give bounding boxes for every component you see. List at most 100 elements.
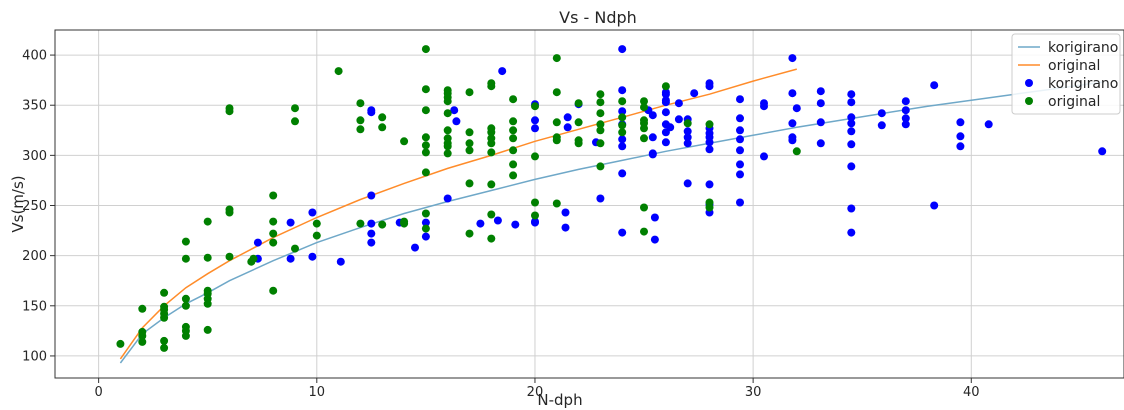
data-point-korigirano (561, 223, 570, 232)
data-point-original (640, 97, 648, 106)
data-point-original (509, 134, 518, 143)
data-point-original (443, 142, 452, 151)
data-point-korigirano (956, 132, 965, 141)
y-tick-label: 300 (22, 149, 47, 164)
data-point-original (705, 120, 714, 129)
data-point-korigirano (901, 114, 910, 123)
data-point-korigirano (666, 123, 675, 132)
data-point-korigirano (788, 119, 797, 128)
y-tick-label: 200 (22, 249, 47, 264)
data-point-original (356, 219, 365, 228)
data-point-korigirano (736, 95, 744, 104)
data-point-original (531, 102, 539, 111)
data-point-original (421, 141, 430, 150)
data-point-original (160, 343, 169, 352)
x-axis-ticks: 0 10 20 30 40 (94, 378, 980, 400)
data-point-original (487, 180, 496, 189)
data-point-original (249, 254, 258, 263)
data-point-original (269, 238, 278, 247)
data-point-korigirano (563, 123, 572, 132)
data-point-original (531, 198, 539, 207)
data-point-original (378, 220, 387, 229)
data-point-original (487, 128, 496, 137)
series-line-korigirano (119, 81, 1103, 364)
data-point-korigirano (736, 198, 744, 207)
data-point-original (618, 113, 627, 122)
data-point-korigirano (847, 113, 856, 122)
data-point-original (181, 331, 190, 340)
data-point-original (683, 119, 692, 128)
data-point-korigirano (705, 180, 714, 189)
data-point-original (531, 211, 539, 220)
data-point-original (596, 126, 605, 135)
data-point-original (116, 339, 125, 348)
data-point-original (378, 113, 387, 122)
data-point-korigirano (674, 115, 683, 124)
data-point-korigirano (443, 194, 452, 203)
data-point-original (640, 227, 648, 236)
data-point-original (552, 88, 561, 97)
data-point-korigirano (736, 146, 744, 155)
data-point-korigirano (531, 218, 539, 227)
data-point-original (509, 117, 518, 126)
data-point-korigirano (411, 243, 419, 252)
data-point-korigirano (901, 120, 910, 129)
data-point-original (138, 337, 147, 346)
data-point-original (509, 126, 518, 135)
plot-frame (54, 29, 1124, 379)
fit-lines (119, 68, 1103, 364)
data-point-korigirano (736, 160, 744, 169)
data-point-korigirano (788, 136, 797, 145)
chart-title: Vs - Ndph (559, 8, 637, 27)
data-point-original (421, 133, 430, 142)
data-point-original (596, 90, 605, 99)
data-point-korigirano (901, 106, 910, 115)
x-tick-label: 30 (745, 385, 762, 400)
data-point-korigirano (308, 252, 317, 261)
legend-swatch (1025, 79, 1033, 87)
data-point-original (225, 107, 234, 116)
data-point-korigirano (648, 133, 657, 142)
data-point-original (661, 82, 670, 91)
data-point-korigirano (618, 107, 627, 116)
data-point-original (421, 168, 430, 177)
data-point-korigirano (1098, 147, 1107, 156)
data-point-korigirano (286, 218, 295, 227)
data-point-korigirano (618, 169, 627, 178)
data-point-korigirano (816, 99, 825, 108)
data-point-korigirano (736, 135, 744, 144)
data-point-korigirano (648, 150, 657, 159)
data-point-korigirano (984, 120, 993, 129)
data-point-korigirano (476, 219, 485, 228)
data-point-original (487, 234, 496, 243)
data-point-korigirano (847, 90, 856, 99)
data-point-korigirano (816, 139, 825, 148)
data-point-original (269, 191, 278, 200)
data-point-korigirano (736, 114, 744, 123)
data-point-korigirano (498, 67, 507, 76)
data-point-original (552, 136, 561, 145)
data-point-korigirano (596, 194, 605, 203)
data-point-korigirano (847, 119, 856, 128)
data-point-korigirano (421, 232, 430, 241)
data-point-original (640, 124, 648, 133)
data-point-korigirano (760, 102, 768, 111)
data-point-original (203, 325, 212, 334)
data-point-korigirano (650, 235, 659, 244)
data-point-korigirano (690, 89, 699, 98)
data-point-korigirano (286, 254, 295, 263)
data-point-korigirano (847, 98, 856, 107)
data-point-korigirano (847, 228, 856, 237)
data-point-original (465, 146, 474, 155)
data-point-original (596, 162, 605, 171)
data-point-original (552, 54, 561, 63)
data-point-original (181, 237, 190, 246)
data-point-korigirano (563, 113, 572, 122)
data-point-original (443, 126, 452, 135)
data-point-korigirano (661, 138, 670, 147)
data-point-original (225, 252, 234, 261)
data-point-original (618, 97, 627, 106)
data-point-korigirano (736, 126, 744, 135)
x-tick-label: 20 (527, 385, 544, 400)
